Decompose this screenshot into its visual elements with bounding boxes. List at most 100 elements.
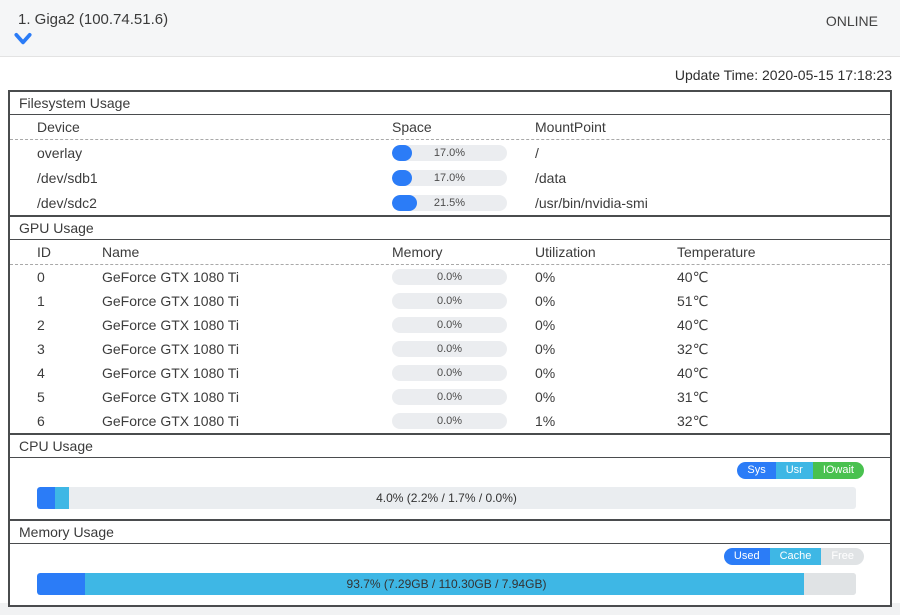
mount-point: /usr/bin/nvidia-smi [535,194,648,211]
gpu-memory-bar: 0.0% [392,269,507,285]
gpu-name: GeForce GTX 1080 Ti [102,293,239,309]
table-row: 2 GeForce GTX 1080 Ti 0.0% 0% 40℃ [10,313,890,337]
device-name: overlay [37,144,83,161]
column-header-id: ID [37,244,51,260]
table-row: overlay 17.0% / [10,140,890,165]
memory-usage-title: Memory Usage [10,521,890,544]
status-badge: ONLINE [825,13,878,29]
filesystem-table-header: Device Space MountPoint [10,115,890,140]
gpu-utilization: 0% [535,293,556,309]
gpu-temperature: 40℃ [677,364,709,381]
gpu-utilization: 0% [535,389,556,405]
memory-usage-bar: 93.7% (7.29GB / 110.30GB / 7.94GB) [37,573,856,595]
space-usage-bar: 17.0% [392,144,507,161]
gpu-memory-bar: 0.0% [392,341,507,357]
gpu-memory-label: 0.0% [436,271,463,283]
cpu-legend: Sys Usr IOwait [737,462,864,479]
gpu-temperature: 32℃ [677,340,709,357]
gpu-memory-label: 0.0% [436,319,463,331]
space-usage-fill [392,194,417,211]
space-usage-fill [392,169,412,186]
host-title: 1. Giga2 (100.74.51.6) [18,11,169,28]
gpu-name: GeForce GTX 1080 Ti [102,269,239,285]
gpu-memory-bar: 0.0% [392,293,507,309]
gpu-id: 5 [37,389,45,405]
gpu-name: GeForce GTX 1080 Ti [102,317,239,333]
device-name: /dev/sdb1 [37,169,98,186]
space-usage-label: 21.5% [433,196,466,209]
gpu-table-header: ID Name Memory Utilization Temperature [10,240,890,265]
gpu-name: GeForce GTX 1080 Ti [102,389,239,405]
memory-legend-row: Used Cache Free [10,544,890,565]
memory-usage-label: 93.7% (7.29GB / 110.30GB / 7.94GB) [346,577,547,591]
gpu-id: 1 [37,293,45,309]
legend-free: Free [821,548,864,565]
cpu-usage-title: CPU Usage [10,435,890,458]
content-area: Update Time: 2020-05-15 17:18:23 Filesys… [0,57,900,607]
space-usage-label: 17.0% [433,146,466,159]
cpu-sys-segment [37,487,56,509]
gpu-temperature: 51℃ [677,292,709,309]
column-header-device: Device [37,119,80,135]
space-usage-bar: 21.5% [392,194,507,211]
cpu-usage-label: 4.0% (2.2% / 1.7% / 0.0%) [376,491,517,505]
space-usage-bar: 17.0% [392,169,507,186]
gpu-temperature: 32℃ [677,412,709,429]
device-name: /dev/sdc2 [37,194,97,211]
host-header: 1. Giga2 (100.74.51.6) ONLINE [0,0,900,57]
gpu-memory-label: 0.0% [436,391,463,403]
cpu-usage-bar: 4.0% (2.2% / 1.7% / 0.0%) [37,487,856,509]
table-row: 0 GeForce GTX 1080 Ti 0.0% 0% 40℃ [10,265,890,289]
cpu-usage-panel: CPU Usage Sys Usr IOwait 4.0% (2.2% / 1.… [8,435,892,521]
column-header-space: Space [392,119,432,135]
gpu-utilization: 0% [535,341,556,357]
gpu-utilization: 0% [535,269,556,285]
memory-legend: Used Cache Free [723,548,864,565]
table-row: /dev/sdc2 21.5% /usr/bin/nvidia-smi [10,190,890,215]
gpu-memory-label: 0.0% [436,343,463,355]
filesystem-usage-title: Filesystem Usage [10,92,890,115]
gpu-id: 2 [37,317,45,333]
legend-cache: Cache [769,548,822,565]
gpu-usage-title: GPU Usage [10,217,890,240]
gpu-id: 3 [37,341,45,357]
gpu-id: 4 [37,365,45,381]
memory-usage-panel: Memory Usage Used Cache Free 93.7% (7.29… [8,521,892,607]
mount-point: / [535,144,539,161]
gpu-memory-label: 0.0% [436,295,463,307]
legend-iowait: IOwait [812,462,864,479]
gpu-usage-panel: GPU Usage ID Name Memory Utilization Tem… [8,217,892,435]
gpu-temperature: 40℃ [677,316,709,333]
gpu-temperature: 31℃ [677,388,709,405]
cpu-usr-segment [55,487,69,509]
chevron-down-icon[interactable] [13,31,33,47]
table-row: 6 GeForce GTX 1080 Ti 0.0% 1% 32℃ [10,409,890,433]
legend-usr: Usr [775,462,813,479]
memory-cache-segment [84,573,805,595]
legend-sys: Sys [737,462,776,479]
column-header-utilization: Utilization [535,244,596,260]
table-row: 1 GeForce GTX 1080 Ti 0.0% 0% 51℃ [10,289,890,313]
gpu-temperature: 40℃ [677,268,709,285]
gpu-id: 6 [37,413,45,429]
gpu-name: GeForce GTX 1080 Ti [102,365,239,381]
column-header-mountpoint: MountPoint [535,119,606,135]
table-row: /dev/sdb1 17.0% /data [10,165,890,190]
column-header-temperature: Temperature [677,244,756,260]
column-header-memory: Memory [392,244,443,260]
gpu-utilization: 1% [535,413,556,429]
mount-point: /data [535,169,567,186]
gpu-memory-bar: 0.0% [392,365,507,381]
gpu-memory-bar: 0.0% [392,389,507,405]
table-row: 3 GeForce GTX 1080 Ti 0.0% 0% 32℃ [10,337,890,361]
gpu-memory-label: 0.0% [436,367,463,379]
table-row: 4 GeForce GTX 1080 Ti 0.0% 0% 40℃ [10,361,890,385]
cpu-legend-row: Sys Usr IOwait [10,458,890,479]
space-usage-label: 17.0% [433,171,466,184]
gpu-memory-bar: 0.0% [392,317,507,333]
gpu-memory-bar: 0.0% [392,413,507,429]
gpu-utilization: 0% [535,365,556,381]
gpu-memory-label: 0.0% [436,415,463,427]
gpu-id: 0 [37,269,45,285]
space-usage-fill [392,144,412,161]
